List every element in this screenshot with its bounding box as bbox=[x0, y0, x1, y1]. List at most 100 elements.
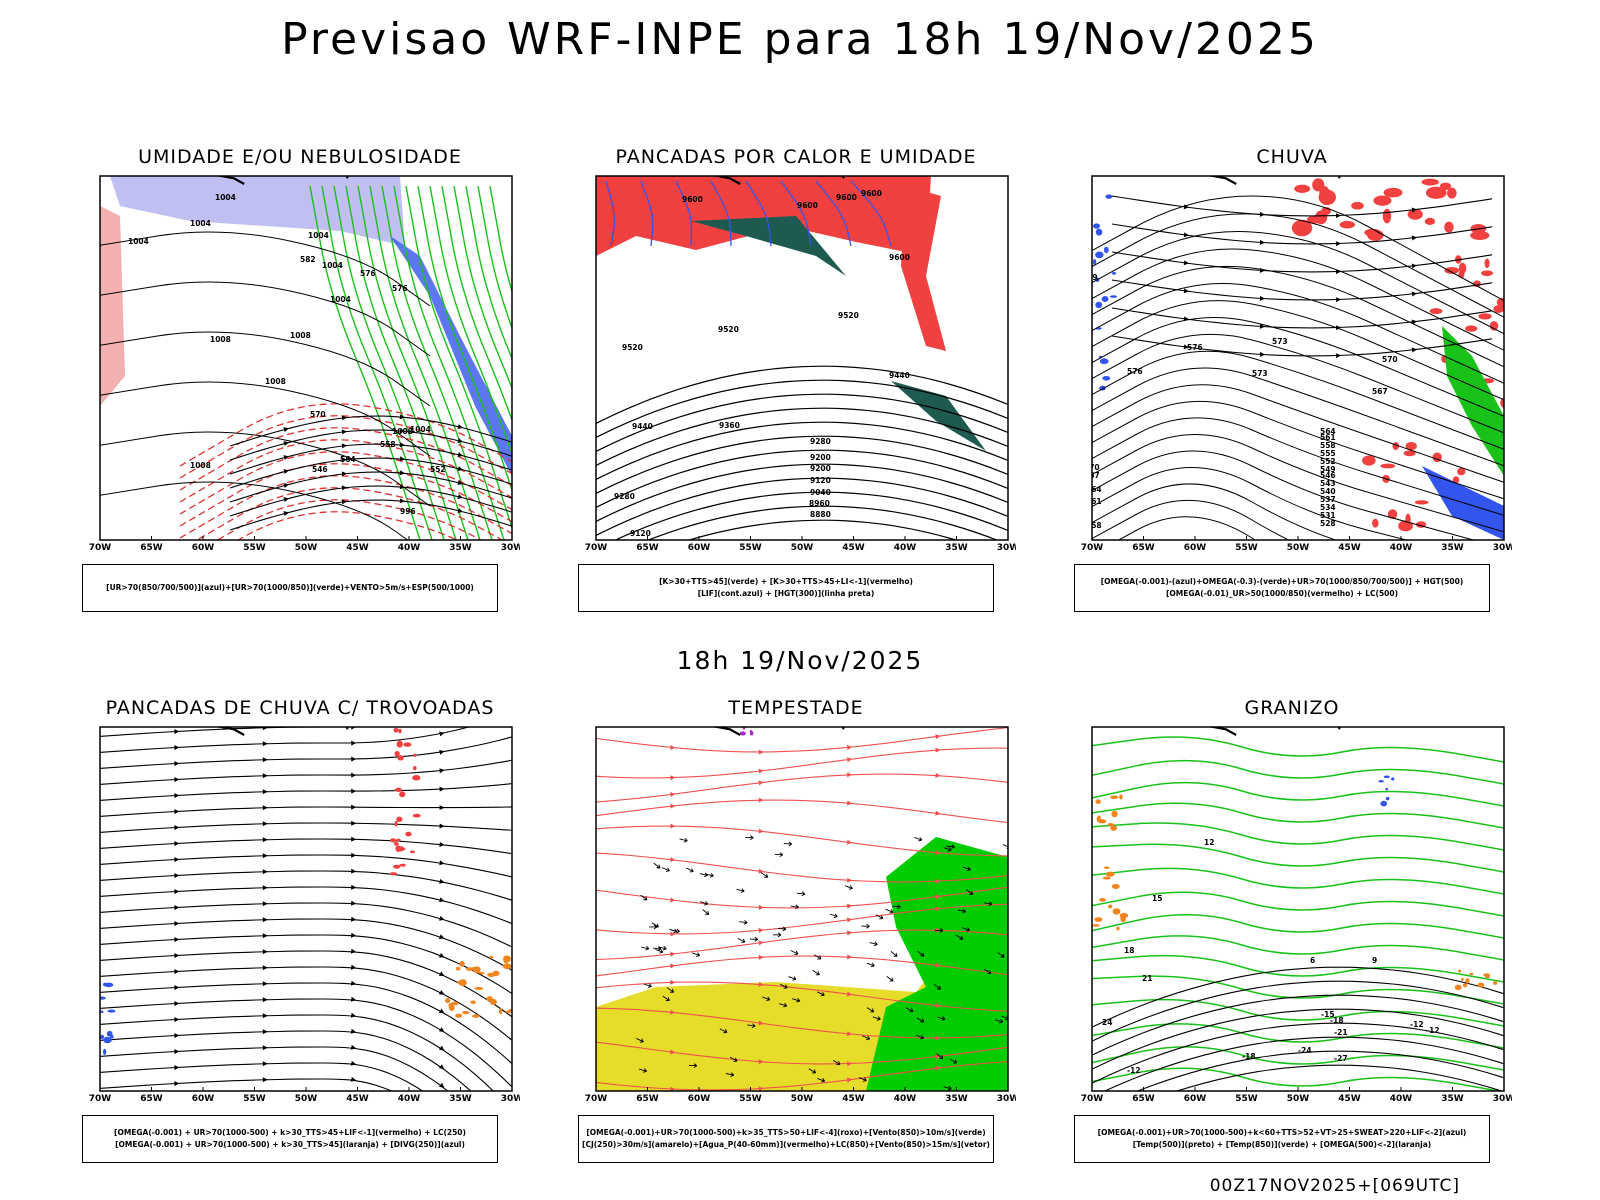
wind-vector bbox=[966, 889, 974, 895]
flow-arrow bbox=[846, 917, 853, 923]
rain-area-blue bbox=[1101, 296, 1109, 303]
instability-area-red bbox=[596, 176, 931, 256]
contour-label: 1004 bbox=[308, 231, 329, 240]
flow-arrow bbox=[1411, 291, 1417, 297]
low-humidity-contour bbox=[453, 185, 512, 391]
omega-area-orange bbox=[1493, 981, 1498, 985]
flow-arrow bbox=[350, 948, 357, 954]
wind-vector bbox=[866, 1007, 875, 1013]
storm-area-red bbox=[389, 838, 397, 843]
lon-tick-label: 65W bbox=[1132, 1094, 1155, 1104]
wind-vector bbox=[957, 908, 967, 914]
flow-arrow bbox=[341, 457, 347, 463]
flow-arrow bbox=[262, 1045, 268, 1051]
storm-area-red bbox=[398, 728, 402, 734]
divergence-area-blue bbox=[100, 1034, 105, 1040]
legend-line: [K>30+TTS>45](verde) + [K>30+TTS>45+LI<-… bbox=[659, 577, 913, 586]
flow-arrow bbox=[1183, 288, 1189, 294]
contour-label: 9520 bbox=[622, 343, 643, 352]
contour-label: 9 bbox=[1372, 956, 1377, 965]
wind-vector bbox=[890, 951, 898, 957]
wind-vector bbox=[829, 913, 838, 918]
temp500-contour bbox=[1103, 1036, 1504, 1091]
flow-arrow bbox=[438, 971, 445, 976]
rain-area-red bbox=[1339, 220, 1356, 229]
height-contour bbox=[1092, 300, 1504, 401]
contour-label: 9600 bbox=[889, 253, 910, 262]
temp500-contour bbox=[1092, 1008, 1504, 1070]
height-contour bbox=[596, 463, 1008, 523]
streamline bbox=[1111, 279, 1493, 301]
contour-label: -12 bbox=[1426, 1026, 1440, 1035]
lon-tick-label: 45W bbox=[1338, 1094, 1361, 1104]
contour-label: 576 bbox=[1127, 367, 1143, 376]
flow-arrow bbox=[670, 897, 676, 903]
streamline bbox=[596, 1061, 1008, 1091]
omega-area-orange bbox=[1116, 926, 1120, 931]
omega-area-orange bbox=[1111, 883, 1120, 889]
flow-arrow bbox=[935, 894, 941, 900]
wind-vector bbox=[869, 941, 878, 947]
flow-arrow bbox=[438, 934, 445, 939]
map-layers bbox=[100, 727, 512, 1102]
contour-label: 9600 bbox=[797, 201, 818, 210]
flow-arrow bbox=[399, 484, 405, 490]
flow-arrow bbox=[262, 1061, 268, 1067]
rain-area-red bbox=[1484, 258, 1490, 269]
wind-vector bbox=[914, 836, 923, 842]
legend-line: [OMEGA(-0.001)+UR>70(1000-500)+k<60+TTS>… bbox=[1097, 1128, 1467, 1137]
flow-arrow bbox=[438, 1027, 445, 1032]
lif-contour bbox=[710, 180, 732, 247]
lon-tick-label: 45W bbox=[346, 543, 369, 553]
wind-vector bbox=[760, 872, 769, 878]
wind-vector bbox=[790, 904, 799, 910]
omega-area-orange bbox=[1465, 978, 1470, 984]
contour-label: 1008 bbox=[190, 461, 211, 470]
flow-arrow bbox=[174, 1097, 179, 1102]
temp850-contour bbox=[1092, 1046, 1504, 1071]
streamline bbox=[229, 443, 512, 475]
streamline bbox=[596, 799, 1008, 824]
rain-area-red bbox=[1478, 313, 1492, 320]
omega-area-orange bbox=[1110, 825, 1118, 831]
streamline bbox=[229, 485, 512, 517]
state-border bbox=[215, 176, 245, 185]
storm-area-orange bbox=[458, 979, 467, 987]
legend-line: [CJ(250)>30m/s](amarelo)+[Agua_P(40-60mm… bbox=[582, 1140, 990, 1149]
flow-arrow bbox=[1411, 235, 1417, 241]
wind-vector bbox=[997, 952, 1005, 958]
rain-area-blue bbox=[1093, 223, 1101, 229]
lon-tick-label: 30W bbox=[501, 543, 520, 553]
streamline bbox=[229, 429, 512, 461]
storm-area-orange bbox=[451, 1001, 459, 1006]
rain-area-red bbox=[1407, 208, 1423, 220]
flow-arrow bbox=[670, 951, 676, 957]
height-contour bbox=[1092, 483, 1338, 540]
storm-area-orange bbox=[502, 955, 511, 963]
flow-arrow bbox=[351, 852, 357, 858]
flow-arrow bbox=[846, 839, 853, 845]
contour-label: 9200 bbox=[810, 453, 831, 462]
storm-area-red bbox=[397, 755, 404, 761]
flow-arrow bbox=[283, 483, 289, 488]
flow-arrow bbox=[399, 442, 405, 448]
rain-area-red bbox=[1506, 288, 1512, 299]
storm-area-orange bbox=[478, 971, 485, 975]
flow-arrow bbox=[457, 438, 463, 443]
flow-arrow bbox=[670, 803, 676, 809]
rain-area-red bbox=[1367, 229, 1384, 241]
contour-label: 1004 bbox=[128, 237, 149, 246]
storm-area-red bbox=[394, 820, 398, 827]
flow-arrow bbox=[283, 469, 289, 474]
state-border bbox=[1338, 176, 1341, 179]
rain-area-red bbox=[1372, 518, 1379, 528]
contour-label: 1004 bbox=[322, 261, 343, 270]
flow-arrow bbox=[262, 741, 268, 747]
wind-vector bbox=[984, 901, 993, 907]
flow-arrow bbox=[399, 428, 405, 434]
lon-tick-label: 55W bbox=[739, 1094, 762, 1104]
height-contour bbox=[596, 379, 1008, 439]
flow-arrow bbox=[758, 927, 764, 933]
flow-arrow bbox=[758, 780, 764, 786]
storm-area-orange bbox=[455, 966, 461, 971]
